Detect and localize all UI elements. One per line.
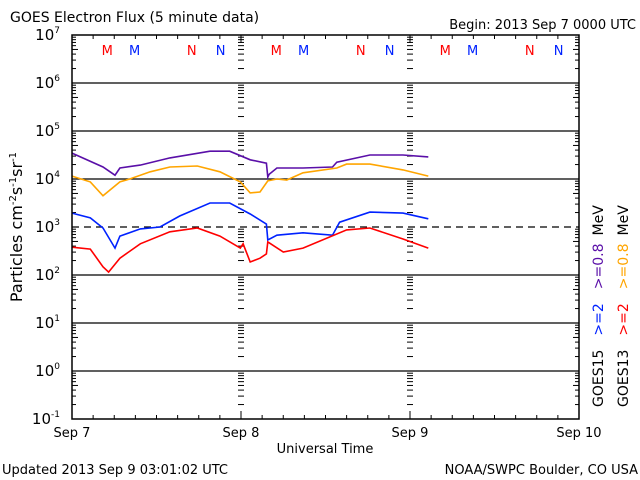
y-tick-label: 101 — [35, 314, 60, 332]
marker-m: M — [129, 44, 140, 59]
legend-goes13: GOES13>=2>=0.8MeV — [616, 205, 632, 407]
marker-n: N — [187, 44, 197, 59]
grid — [72, 82, 579, 372]
y-tick-exponent: 7 — [54, 26, 60, 36]
marker-m: M — [271, 44, 282, 59]
legend-goes15: GOES15>=2>=0.8MeV — [591, 205, 607, 407]
y-tick-label: 10-1 — [32, 410, 60, 428]
series-goes13-2-mev — [71, 227, 429, 274]
y-axis-label: Particles cm-2s-1sr-1 — [7, 152, 26, 302]
y-tick-exponent: 2 — [54, 266, 60, 276]
series-group — [71, 150, 429, 274]
chart-title: GOES Electron Flux (5 minute data) — [10, 10, 259, 26]
y-tick-exponent: 0 — [54, 362, 60, 372]
plot-frame — [71, 34, 580, 420]
x-tick-label: Sep 7 — [54, 426, 91, 441]
credit: NOAA/SWPC Boulder, CO USA — [445, 463, 638, 478]
marker-m: M — [102, 44, 113, 59]
y-tick-exponent: 1 — [54, 314, 60, 324]
updated-time: Updated 2013 Sep 9 03:01:02 UTC — [2, 463, 228, 478]
y-tick-label: 104 — [35, 170, 60, 188]
x-tick-labels: Sep 7 Sep 8 Sep 9 Sep 10 — [54, 426, 602, 441]
marker-n: N — [356, 44, 366, 59]
y-tick-label: 105 — [35, 122, 60, 140]
marker-n: N — [216, 44, 226, 59]
y-tick-exponent: 4 — [54, 170, 60, 180]
y-tick-exponent: -1 — [51, 410, 60, 420]
y-tick-exponent: 6 — [54, 74, 60, 84]
legend: GOES15>=2>=0.8MeV GOES13>=2>=0.8MeV — [591, 205, 632, 407]
y-tick-label: 107 — [35, 26, 60, 44]
series-goes13-0-8-mev — [71, 163, 429, 197]
begin-time: Begin: 2013 Sep 7 0000 UTC — [449, 18, 636, 33]
y-tick-label: 106 — [35, 74, 60, 92]
x-tick-label: Sep 9 — [392, 426, 429, 441]
x-tick-label: Sep 10 — [556, 426, 601, 441]
y-tick-exponent: 5 — [54, 122, 60, 132]
y-tick-exponent: 3 — [54, 218, 60, 228]
marker-n: N — [385, 44, 395, 59]
x-axis-label: Universal Time — [277, 442, 374, 457]
marker-m: M — [467, 44, 478, 59]
x-tick-label: Sep 8 — [223, 426, 260, 441]
series-goes15-0-8-mev — [71, 150, 429, 181]
marker-n: N — [554, 44, 564, 59]
marker-m: M — [298, 44, 309, 59]
series-goes15-2-mev — [71, 202, 429, 250]
y-tick-label: 103 — [35, 218, 60, 236]
y-tick-label: 100 — [35, 362, 60, 380]
y-tick-label: 102 — [35, 266, 60, 284]
marker-m: M — [440, 44, 451, 59]
marker-n: N — [525, 44, 535, 59]
